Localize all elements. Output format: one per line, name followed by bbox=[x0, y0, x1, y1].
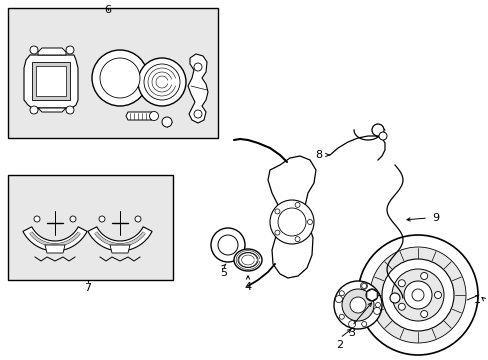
Circle shape bbox=[420, 273, 427, 279]
Circle shape bbox=[361, 321, 366, 327]
Circle shape bbox=[149, 112, 158, 121]
Circle shape bbox=[420, 311, 427, 318]
Text: 8: 8 bbox=[314, 150, 321, 160]
Polygon shape bbox=[187, 54, 207, 123]
Circle shape bbox=[339, 291, 344, 296]
Text: 7: 7 bbox=[84, 283, 91, 293]
Circle shape bbox=[411, 289, 423, 301]
Circle shape bbox=[389, 293, 399, 303]
Circle shape bbox=[218, 235, 238, 255]
Circle shape bbox=[210, 228, 244, 262]
Circle shape bbox=[341, 289, 373, 321]
Circle shape bbox=[434, 292, 441, 298]
Bar bbox=[32, 62, 70, 100]
Circle shape bbox=[99, 216, 105, 222]
Circle shape bbox=[349, 297, 365, 313]
Polygon shape bbox=[126, 112, 154, 120]
Circle shape bbox=[391, 269, 443, 321]
Circle shape bbox=[369, 247, 465, 343]
Circle shape bbox=[398, 280, 405, 287]
Polygon shape bbox=[267, 156, 315, 278]
Circle shape bbox=[335, 296, 342, 303]
Text: 5: 5 bbox=[220, 268, 227, 278]
Text: 9: 9 bbox=[431, 213, 438, 223]
Circle shape bbox=[162, 117, 172, 127]
Polygon shape bbox=[24, 55, 78, 108]
Circle shape bbox=[66, 106, 74, 114]
Bar bbox=[8, 8, 218, 138]
Circle shape bbox=[365, 289, 377, 301]
Circle shape bbox=[274, 230, 279, 235]
Polygon shape bbox=[366, 289, 376, 301]
Text: 1: 1 bbox=[473, 295, 480, 305]
Bar bbox=[36, 66, 66, 96]
Circle shape bbox=[339, 314, 344, 319]
Circle shape bbox=[278, 208, 305, 236]
Circle shape bbox=[294, 202, 300, 207]
Text: 2: 2 bbox=[336, 340, 343, 350]
Circle shape bbox=[378, 132, 386, 140]
Circle shape bbox=[194, 110, 202, 118]
Circle shape bbox=[274, 209, 279, 214]
Circle shape bbox=[403, 281, 431, 309]
Ellipse shape bbox=[234, 249, 262, 271]
Circle shape bbox=[30, 106, 38, 114]
Circle shape bbox=[373, 307, 380, 314]
Polygon shape bbox=[88, 227, 152, 251]
Text: 3: 3 bbox=[348, 328, 355, 338]
Circle shape bbox=[269, 200, 313, 244]
Circle shape bbox=[307, 220, 312, 225]
Circle shape bbox=[194, 63, 202, 71]
Circle shape bbox=[143, 64, 180, 100]
Polygon shape bbox=[110, 245, 130, 253]
Circle shape bbox=[381, 259, 453, 331]
Text: 6: 6 bbox=[104, 5, 111, 15]
Circle shape bbox=[34, 216, 40, 222]
Polygon shape bbox=[38, 48, 66, 55]
Polygon shape bbox=[38, 108, 66, 112]
Circle shape bbox=[398, 303, 405, 310]
Circle shape bbox=[361, 283, 366, 288]
Text: 4: 4 bbox=[244, 282, 251, 292]
Circle shape bbox=[70, 216, 76, 222]
Circle shape bbox=[135, 216, 141, 222]
Circle shape bbox=[357, 235, 477, 355]
Bar bbox=[8, 175, 173, 280]
Circle shape bbox=[138, 58, 185, 106]
Circle shape bbox=[348, 321, 355, 328]
Circle shape bbox=[66, 46, 74, 54]
Circle shape bbox=[371, 124, 383, 136]
Circle shape bbox=[294, 237, 300, 242]
Circle shape bbox=[375, 302, 380, 307]
Ellipse shape bbox=[238, 252, 258, 267]
Circle shape bbox=[360, 282, 366, 289]
Circle shape bbox=[100, 58, 140, 98]
Polygon shape bbox=[45, 245, 65, 253]
Circle shape bbox=[92, 50, 148, 106]
Polygon shape bbox=[23, 227, 87, 251]
Circle shape bbox=[30, 46, 38, 54]
Circle shape bbox=[333, 281, 381, 329]
